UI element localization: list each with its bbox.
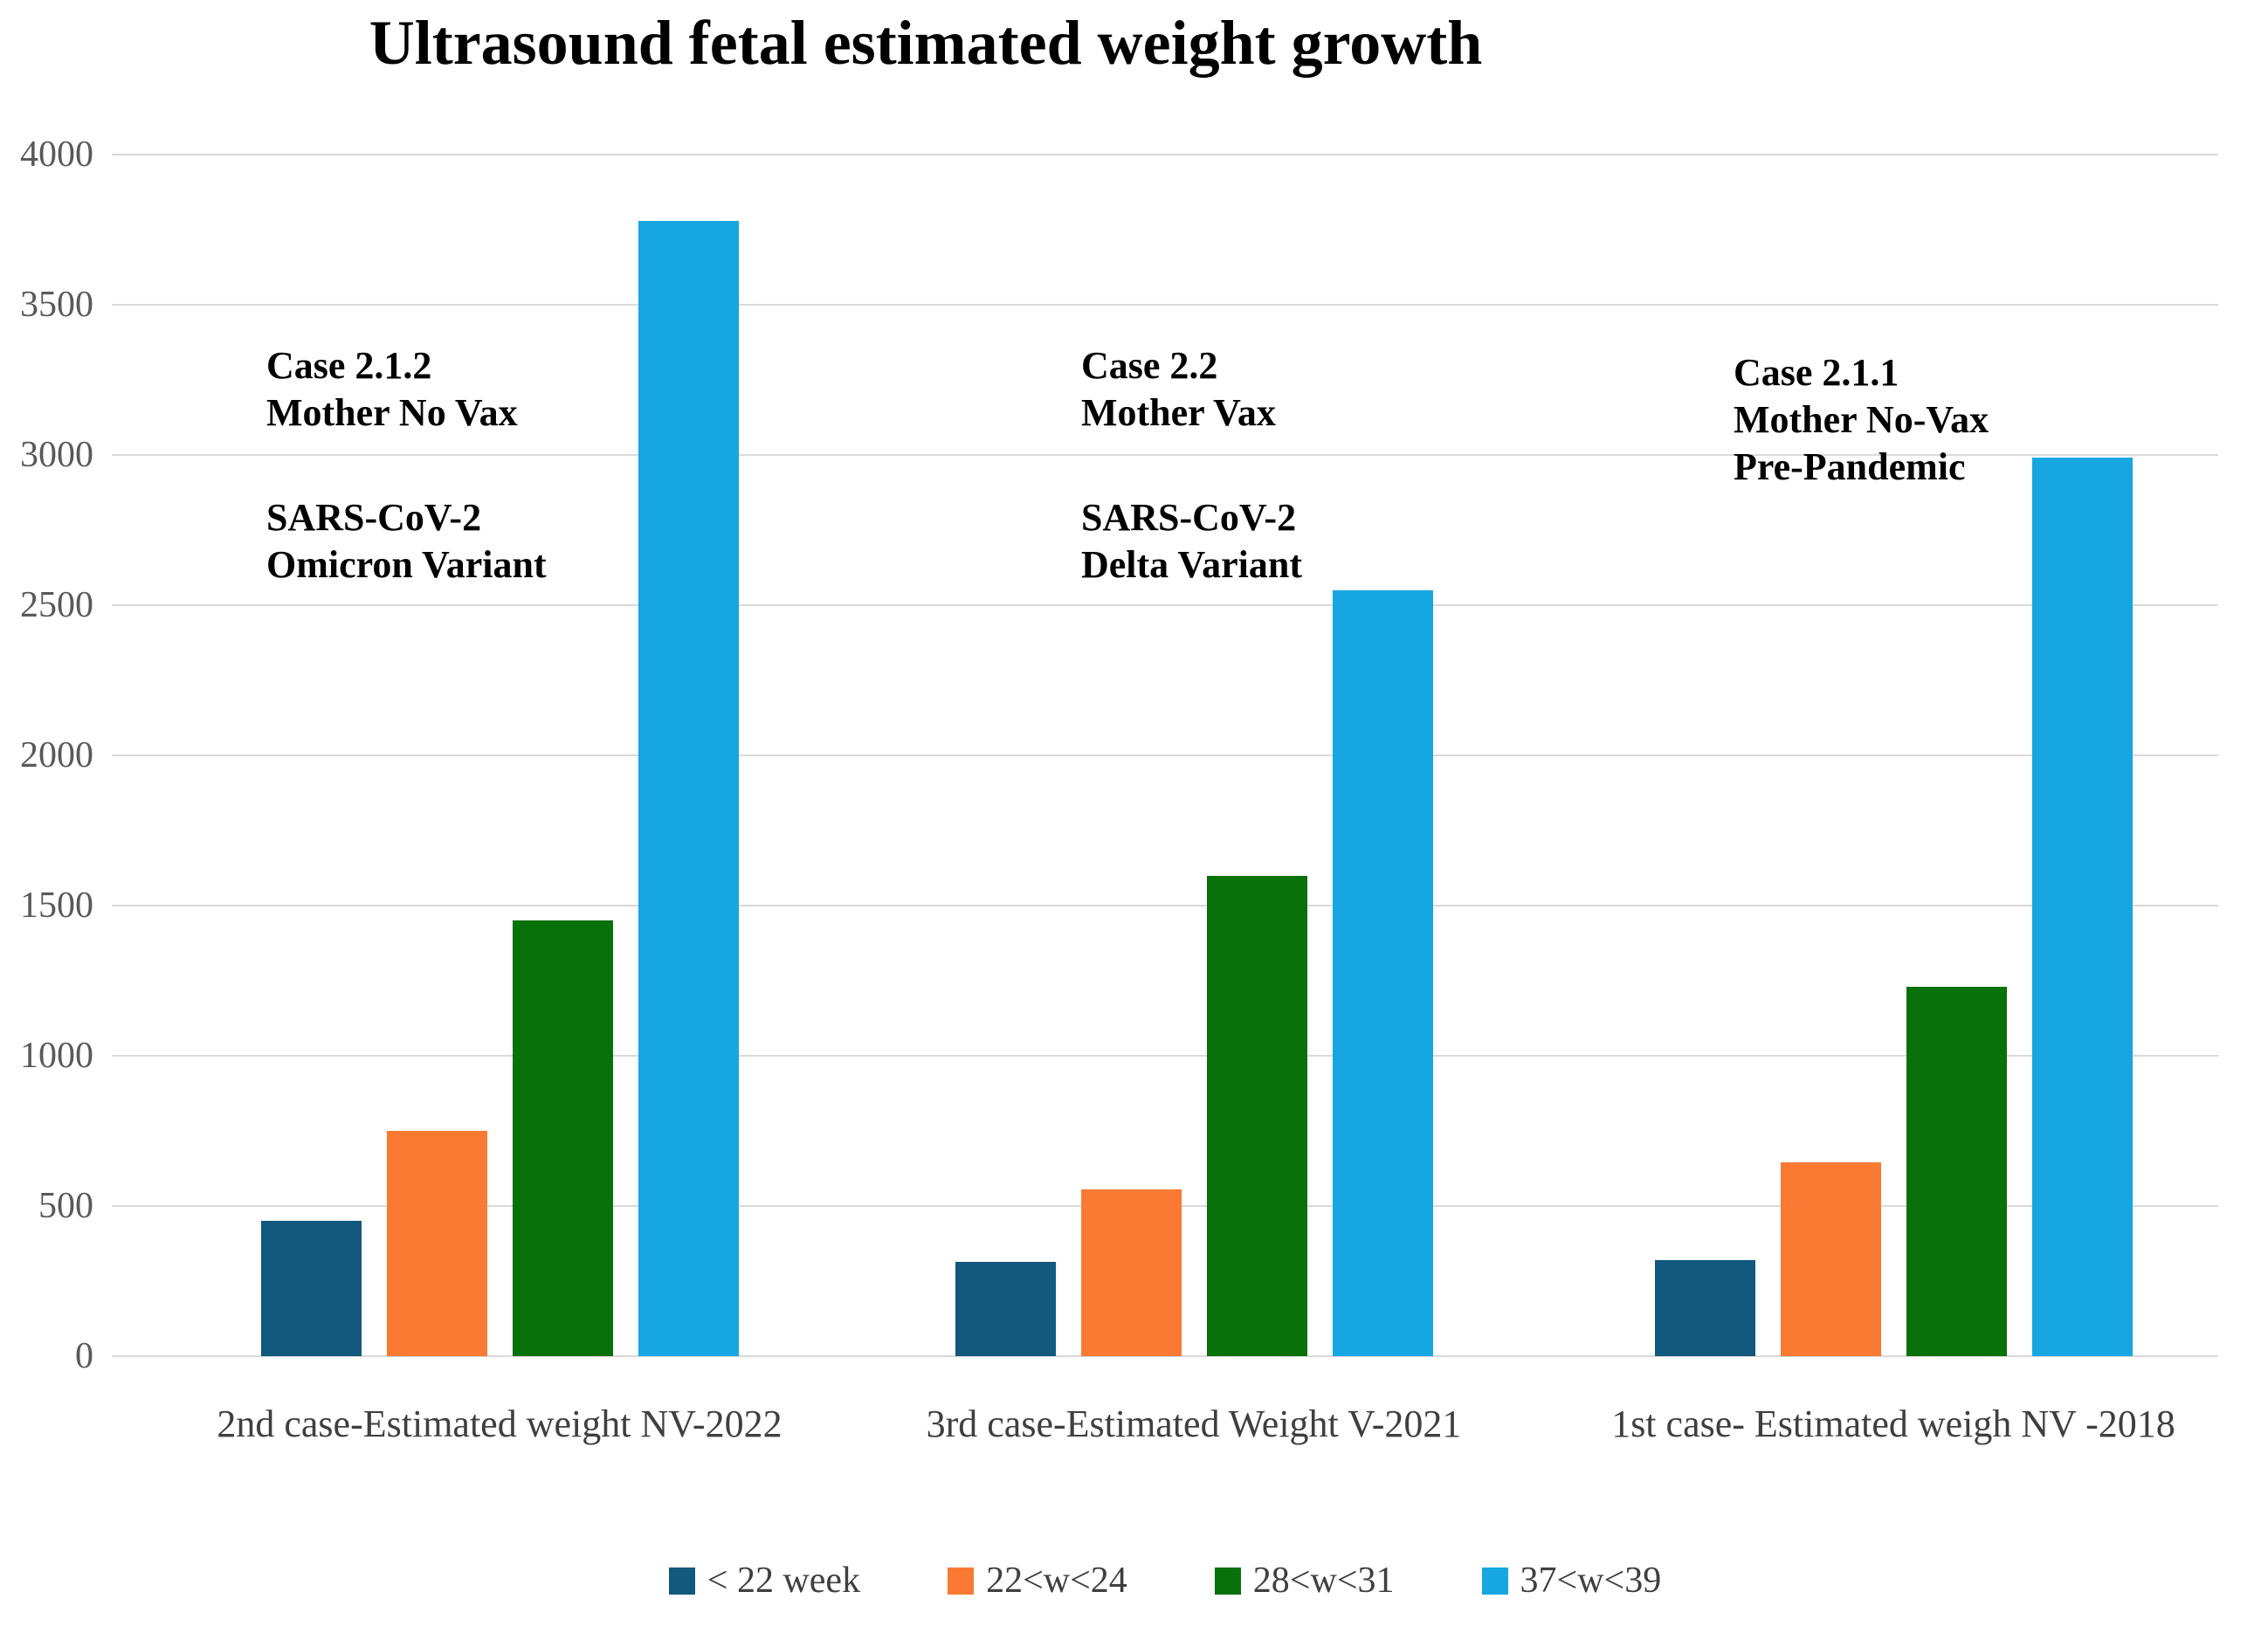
- legend: < 22 week 22<w<24 28<w<31 37<w<39: [112, 1560, 2218, 1602]
- legend-item: < 22 week: [668, 1560, 861, 1602]
- bar-22w24-cat3: [1780, 1162, 1881, 1356]
- annotation-line: Case 2.2: [1081, 344, 1218, 387]
- annotation-line: Mother Vax: [1081, 391, 1276, 434]
- y-tick-label: 1500: [20, 885, 93, 926]
- x-category-label: 1st case- Estimated weigh NV -2018: [1611, 1402, 2175, 1445]
- legend-label: 37<w<39: [1520, 1561, 1662, 1601]
- bar-28w31-cat2: [1206, 876, 1307, 1356]
- annotation-spacer: [1081, 437, 1302, 494]
- bar-22week-cat3: [1654, 1260, 1755, 1356]
- gridline: [112, 905, 2218, 906]
- legend-swatch-icon: [948, 1567, 975, 1595]
- bar-28w31-cat3: [1906, 987, 2007, 1356]
- y-tick-label: 2500: [20, 585, 93, 625]
- bar-22week-cat2: [955, 1262, 1056, 1356]
- annotation-line: Delta Variant: [1081, 543, 1302, 586]
- legend-label: 28<w<31: [1252, 1561, 1395, 1601]
- group-annotation: Case 2.2 Mother Vax SARS-CoV-2 Delta Varian…: [1081, 342, 1302, 589]
- gridline: [112, 1355, 2218, 1357]
- plot-area: [112, 154, 2218, 1357]
- legend-label: 22<w<24: [986, 1561, 1127, 1601]
- group-annotation: Case 2.1.2 Mother No Vax SARS-CoV-2 Omicron…: [266, 342, 547, 589]
- gridline: [112, 454, 2218, 456]
- annotation-line: Mother No-Vax: [1734, 398, 1989, 441]
- legend-label: < 22 week: [707, 1561, 861, 1601]
- bar-37w39-cat1: [638, 221, 739, 1356]
- x-category-label: 2nd case-Estimated weight NV-2022: [217, 1402, 782, 1445]
- gridline: [112, 154, 2218, 155]
- y-tick-label: 3000: [20, 435, 93, 475]
- annotation-line: Case 2.1.2: [266, 344, 432, 387]
- gridline: [112, 604, 2218, 606]
- annotation-line: SARS-CoV-2: [1081, 496, 1297, 539]
- annotation-line: Omicron Variant: [266, 543, 547, 586]
- annotation-spacer: [266, 437, 547, 494]
- legend-item: 37<w<39: [1481, 1560, 1662, 1602]
- gridline: [112, 1055, 2218, 1057]
- bar-group: [1654, 458, 2133, 1356]
- annotation-line: Mother No Vax: [266, 391, 518, 434]
- bar-37w39-cat3: [2031, 458, 2133, 1356]
- legend-item: 28<w<31: [1214, 1560, 1395, 1602]
- legend-swatch-icon: [1214, 1567, 1241, 1595]
- bar-37w39-cat2: [1332, 590, 1433, 1356]
- bar-22week-cat1: [260, 1221, 362, 1356]
- y-tick-label: 4000: [20, 134, 93, 175]
- chart-title: Ultrasound fetal estimated weight growth: [369, 8, 1483, 78]
- bar-group: [260, 221, 739, 1356]
- y-tick-label: 3500: [20, 285, 93, 325]
- y-tick-label: 2000: [20, 735, 93, 775]
- annotation-line: Pre-Pandemic: [1734, 445, 1966, 488]
- group-annotation: Case 2.1.1 Mother No-Vax Pre-Pandemic: [1734, 349, 1989, 491]
- y-tick-label: 1000: [20, 1036, 93, 1076]
- gridline: [112, 304, 2218, 306]
- bar-22w24-cat1: [386, 1131, 487, 1356]
- y-tick-label: 0: [75, 1336, 93, 1376]
- annotation-line: Case 2.1.1: [1734, 351, 1899, 394]
- legend-swatch-icon: [668, 1567, 695, 1595]
- y-tick-label: 500: [38, 1186, 93, 1226]
- x-category-label: 3rd case-Estimated Weight V-2021: [926, 1402, 1462, 1445]
- bar-22w24-cat2: [1080, 1189, 1182, 1356]
- bar-28w31-cat1: [512, 920, 613, 1356]
- annotation-line: SARS-CoV-2: [266, 496, 482, 539]
- gridline: [112, 754, 2218, 756]
- bar-group: [955, 590, 1433, 1356]
- legend-swatch-icon: [1481, 1567, 1508, 1595]
- legend-item: 22<w<24: [948, 1560, 1127, 1602]
